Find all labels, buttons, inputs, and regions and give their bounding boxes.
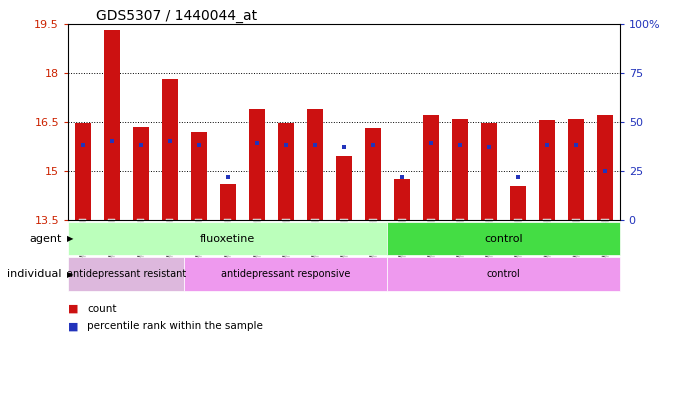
Text: GSM1059592: GSM1059592 [109, 220, 114, 269]
Text: GSM1059562: GSM1059562 [428, 220, 434, 269]
Bar [539, 120, 555, 220]
Text: GSM1059579: GSM1059579 [254, 220, 260, 269]
Text: GSM1059567: GSM1059567 [573, 220, 579, 269]
Text: GSM1059565: GSM1059565 [515, 220, 521, 269]
Text: agent: agent [29, 234, 61, 244]
Bar [68, 257, 185, 291]
Bar [161, 79, 178, 220]
Text: GSM1059593: GSM1059593 [138, 220, 144, 269]
Text: GSM1059564: GSM1059564 [486, 220, 492, 269]
Bar [220, 184, 236, 220]
Bar [387, 222, 620, 255]
Bar [75, 123, 91, 220]
Bar [423, 115, 439, 220]
Bar [307, 109, 323, 220]
Text: control: control [487, 269, 520, 279]
Text: GSM1059561: GSM1059561 [399, 220, 405, 269]
Bar [568, 119, 584, 220]
Text: GSM1059591: GSM1059591 [80, 220, 86, 269]
Bar [336, 156, 352, 220]
Text: ■: ■ [68, 303, 78, 314]
Text: ▶: ▶ [67, 270, 74, 279]
Bar [68, 222, 387, 255]
Text: antidepressant resistant: antidepressant resistant [67, 269, 186, 279]
Text: percentile rank within the sample: percentile rank within the sample [87, 321, 263, 331]
Bar [191, 132, 207, 220]
Bar [481, 123, 497, 220]
Text: GSM1059566: GSM1059566 [544, 220, 550, 269]
Text: GSM1059577: GSM1059577 [195, 220, 202, 269]
Bar [394, 179, 410, 220]
Text: GSM1059594: GSM1059594 [167, 220, 173, 269]
Text: count: count [87, 303, 116, 314]
Text: individual: individual [7, 269, 61, 279]
Text: GSM1059583: GSM1059583 [370, 220, 376, 269]
Text: control: control [484, 234, 523, 244]
Text: GDS5307 / 1440044_at: GDS5307 / 1440044_at [95, 9, 257, 22]
Bar [104, 30, 120, 220]
Bar [387, 257, 620, 291]
Text: GSM1059568: GSM1059568 [602, 220, 608, 269]
Bar [278, 123, 294, 220]
Bar [365, 129, 381, 220]
Bar [133, 127, 148, 220]
Bar [249, 109, 265, 220]
Text: ▶: ▶ [67, 234, 74, 243]
Text: fluoxetine: fluoxetine [200, 234, 255, 244]
Text: ■: ■ [68, 321, 78, 331]
Text: GSM1059582: GSM1059582 [341, 220, 347, 269]
Bar [452, 119, 468, 220]
Text: antidepressant responsive: antidepressant responsive [221, 269, 351, 279]
Bar [185, 257, 387, 291]
Text: GSM1059581: GSM1059581 [312, 220, 318, 269]
Text: GSM1059578: GSM1059578 [225, 220, 231, 269]
Bar [510, 186, 526, 220]
Text: GSM1059563: GSM1059563 [457, 220, 463, 269]
Bar [597, 115, 613, 220]
Text: GSM1059580: GSM1059580 [283, 220, 289, 269]
